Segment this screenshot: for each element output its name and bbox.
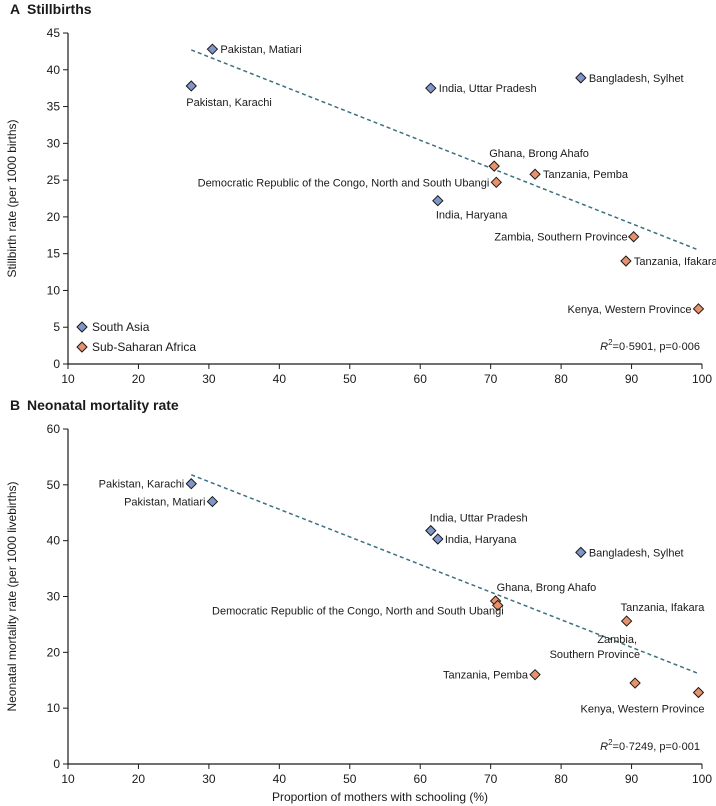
- point-label: Bangladesh, Sylhet: [589, 547, 684, 559]
- y-tick-label: 5: [53, 320, 60, 334]
- x-tick-label: 100: [692, 372, 712, 386]
- x-tick-label: 20: [132, 772, 146, 786]
- point-label: Tanzania, Ifakara: [634, 256, 716, 268]
- r-squared-annotation: R2=0·5901, p=0·006: [600, 338, 700, 353]
- panel-a: A Stillbirths 0 5 10 15 20 25 30 35 40 45 10 20 30 40 50…: [5, 1, 716, 386]
- point-label: Ghana, Brong Ahafo: [497, 582, 597, 594]
- point-label: Democratic Republic of the Congo, North …: [212, 605, 504, 617]
- legend-label: Sub-Saharan Africa: [92, 340, 196, 354]
- data-point: [425, 82, 437, 94]
- x-tick-label: 70: [484, 372, 498, 386]
- point-label: Tanzania, Pemba: [543, 169, 629, 181]
- y-tick-label: 20: [47, 210, 61, 224]
- data-point: [620, 615, 633, 627]
- x-tick-label: 90: [625, 372, 639, 386]
- x-tick-label: 50: [343, 772, 357, 786]
- x-tick-label: 80: [554, 372, 568, 386]
- legend-marker: [76, 341, 88, 353]
- panel-title: Stillbirths: [27, 1, 92, 17]
- x-tick-label: 80: [554, 772, 568, 786]
- point-label: Tanzania, Pemba: [443, 670, 529, 682]
- point-label: Pakistan, Karachi: [99, 479, 185, 491]
- point-label: Zambia, Southern Province: [550, 634, 641, 661]
- point-label: India, Uttar Pradesh: [430, 513, 528, 525]
- y-tick-label: 40: [47, 63, 61, 77]
- point-label: Tanzania, Ifakara: [621, 602, 706, 614]
- x-tick-label: 40: [273, 372, 287, 386]
- panel-title: Neonatal mortality rate: [27, 397, 179, 413]
- y-tick-label: 50: [47, 478, 61, 492]
- point-label: Pakistan, Matiari: [220, 44, 301, 56]
- point-label: Kenya, Western Province: [581, 704, 705, 716]
- y-axis-title: Neonatal mortality rate (per 1000 livebi…: [5, 481, 19, 711]
- data-point: [490, 176, 503, 189]
- data-point: [492, 599, 504, 612]
- data-point: [432, 533, 444, 545]
- data-point: [629, 677, 641, 689]
- x-axis-title: Proportion of mothers with schooling (%): [272, 790, 488, 804]
- x-tick-label: 20: [132, 372, 146, 386]
- data-point: [488, 160, 500, 172]
- y-tick-label: 20: [47, 645, 61, 659]
- legend-label: South Asia: [92, 320, 150, 334]
- point-label: Ghana, Brong Ahafo: [489, 148, 589, 160]
- x-tick-label: 60: [414, 372, 428, 386]
- y-tick-label: 30: [47, 136, 61, 150]
- y-tick-label: 25: [47, 173, 61, 187]
- x-tick-label: 70: [484, 772, 498, 786]
- panel-letter: A: [10, 1, 20, 17]
- y-axis-title: Stillbirth rate (per 1000 births): [5, 119, 19, 277]
- y-tick-label: 45: [47, 26, 61, 40]
- data-point: [206, 495, 219, 508]
- point-label: Pakistan, Matiari: [124, 497, 205, 509]
- point-label: Democratic Republic of the Congo, North …: [198, 177, 490, 189]
- x-tick-label: 30: [202, 372, 216, 386]
- point-label: Zambia, Southern Province: [494, 232, 627, 244]
- data-point: [529, 168, 541, 180]
- point-label: India, Haryana: [436, 210, 508, 222]
- y-tick-label: 10: [47, 283, 61, 297]
- data-point: [620, 255, 632, 267]
- point-label: India, Haryana: [445, 534, 517, 546]
- data-point: [425, 524, 437, 537]
- x-tick-label: 50: [343, 372, 357, 386]
- r-squared-annotation: R2=0·7249, p=0·001: [600, 738, 700, 753]
- y-tick-label: 30: [47, 590, 61, 604]
- data-point: [432, 194, 444, 207]
- y-tick-label: 40: [47, 534, 61, 548]
- data-point: [627, 231, 640, 243]
- x-tick-label: 60: [414, 772, 428, 786]
- data-point: [185, 478, 197, 490]
- y-tick-label: 15: [47, 247, 61, 261]
- panel-letter: B: [10, 397, 20, 413]
- data-point: [575, 72, 587, 84]
- data-point: [692, 686, 705, 699]
- point-label: Bangladesh, Sylhet: [589, 73, 684, 85]
- x-tick-label: 40: [273, 772, 287, 786]
- data-point: [692, 303, 705, 315]
- legend: South Asia Sub-Saharan Africa: [76, 320, 196, 354]
- point-label: Kenya, Western Province: [568, 304, 692, 316]
- x-tick-label: 30: [202, 772, 216, 786]
- y-tick-label: 35: [47, 100, 61, 114]
- y-tick-label: 0: [53, 357, 60, 371]
- legend-marker: [76, 321, 88, 333]
- data-point: [185, 80, 197, 92]
- data-point: [206, 43, 219, 55]
- x-tick-label: 10: [61, 772, 75, 786]
- x-tick-label: 10: [61, 372, 75, 386]
- x-tick-label: 100: [692, 772, 712, 786]
- data-point: [575, 546, 587, 559]
- y-tick-label: 0: [53, 757, 60, 771]
- y-tick-label: 10: [47, 701, 61, 715]
- x-tick-label: 90: [625, 772, 639, 786]
- data-point: [529, 668, 541, 681]
- point-label: Pakistan, Karachi: [186, 97, 272, 109]
- point-label: India, Uttar Pradesh: [439, 83, 537, 95]
- y-tick-label: 60: [47, 422, 61, 436]
